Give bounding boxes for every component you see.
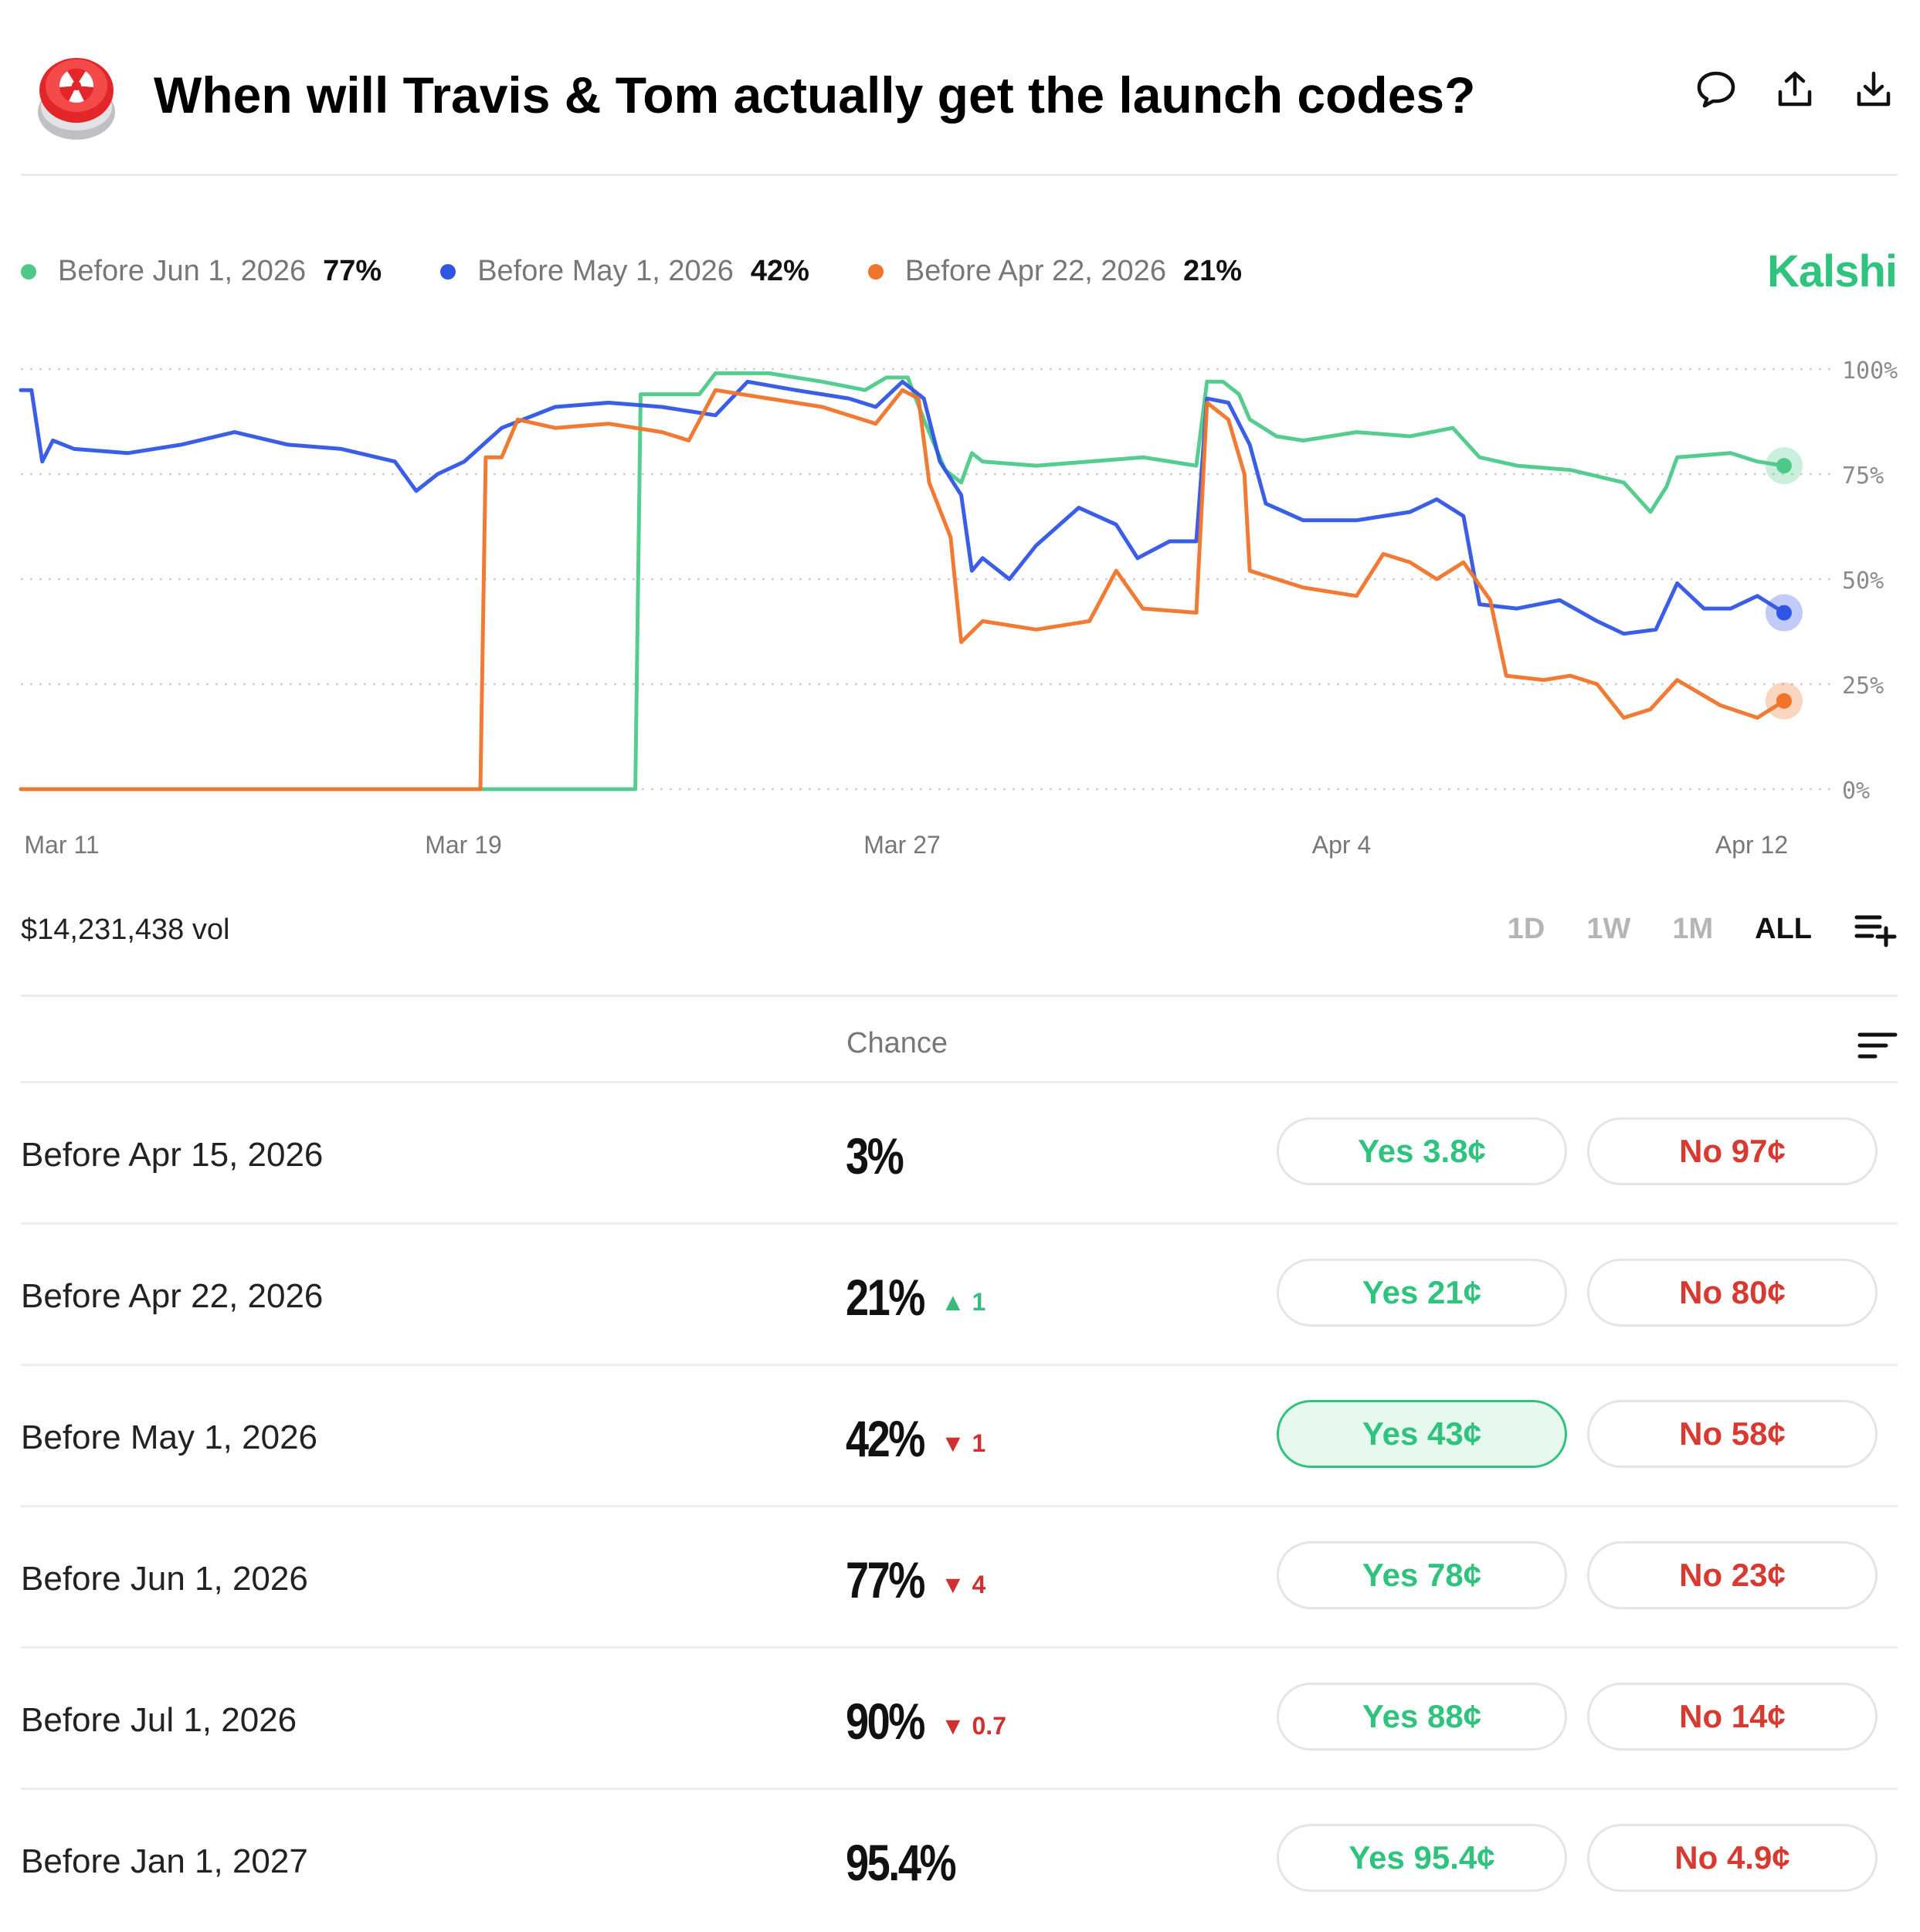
y-tick-label: 25% — [1842, 673, 1884, 700]
legend-value: 77% — [323, 255, 382, 287]
chance-value: 95.4% — [846, 1834, 957, 1891]
series-line[interactable] — [19, 388, 1786, 791]
chance-change: ▼ 0.7 — [940, 1712, 1006, 1740]
x-tick-label: Mar 19 — [425, 831, 502, 859]
comment-icon[interactable] — [1692, 66, 1740, 114]
outcome-label: Before Jul 1, 2026 — [21, 1701, 297, 1739]
series-line[interactable] — [19, 371, 1786, 791]
y-tick-label: 50% — [1842, 568, 1884, 595]
chance-value: 42% — [846, 1410, 925, 1467]
buy-no-button[interactable]: No 80¢ — [1587, 1259, 1878, 1327]
legend-dot — [867, 263, 884, 280]
series-end-point[interactable] — [1776, 605, 1792, 621]
market-title: When will Travis & Tom actually get the … — [154, 66, 1476, 124]
range-1m[interactable]: 1M — [1672, 912, 1714, 945]
header-divider — [21, 174, 1898, 176]
table-row[interactable]: Before Jun 1, 2026 77% ▼ 4 Yes 78¢ No 23¢ — [21, 1505, 1898, 1649]
range-1w[interactable]: 1W — [1586, 912, 1631, 945]
legend-label: Before May 1, 2026 — [477, 255, 734, 287]
buy-no-button[interactable]: No 58¢ — [1587, 1400, 1878, 1468]
download-icon[interactable] — [1850, 66, 1898, 114]
y-tick-label: 0% — [1842, 778, 1870, 805]
chance-change: ▲ 1 — [940, 1288, 986, 1316]
x-tick-label: Apr 12 — [1715, 831, 1788, 859]
price-history-chart[interactable]: 100% 75% 50% 25% 0% Mar 11 Mar 19 Mar 27 Apr 4 Ap… — [0, 340, 1920, 880]
chance-value: 90% — [846, 1693, 925, 1750]
outcome-label: Before Jun 1, 2026 — [21, 1560, 308, 1598]
buy-yes-button[interactable]: Yes 88¢ — [1277, 1683, 1567, 1751]
y-tick-label: 100% — [1842, 358, 1898, 385]
buy-yes-button[interactable]: Yes 95.4¢ — [1277, 1824, 1567, 1892]
buy-no-button[interactable]: No 23¢ — [1587, 1541, 1878, 1609]
buy-yes-button[interactable]: Yes 43¢ — [1277, 1400, 1567, 1468]
buy-yes-button[interactable]: Yes 3.8¢ — [1277, 1117, 1567, 1185]
range-1d[interactable]: 1D — [1507, 912, 1545, 945]
chance-change: ▼ 1 — [940, 1429, 986, 1457]
outcome-label: Before May 1, 2026 — [21, 1418, 318, 1456]
legend-label: Before Jun 1, 2026 — [58, 255, 307, 287]
market-header: When will Travis & Tom actually get the … — [21, 35, 1898, 181]
range-all[interactable]: ALL — [1755, 912, 1812, 945]
legend-item-apr22[interactable]: Before Apr 22, 2026 21% — [867, 255, 1243, 288]
table-row[interactable]: Before Apr 22, 2026 21% ▲ 1 Yes 21¢ No 80¢ — [21, 1222, 1898, 1367]
volume-label: $14,231,438 vol — [21, 913, 230, 946]
table-row[interactable]: Before Jul 1, 2026 90% ▼ 0.7 Yes 88¢ No 14¢ — [21, 1646, 1898, 1791]
x-tick-label: Mar 11 — [24, 831, 99, 859]
table-divider — [21, 995, 1898, 997]
buy-no-button[interactable]: No 4.9¢ — [1587, 1824, 1878, 1892]
share-icon[interactable] — [1771, 66, 1819, 114]
sort-icon[interactable] — [1855, 1027, 1900, 1064]
outcome-label: Before Jan 1, 2027 — [21, 1842, 308, 1880]
header-actions — [1692, 66, 1898, 114]
buy-yes-button[interactable]: Yes 21¢ — [1277, 1259, 1567, 1327]
chance-value: 3% — [846, 1127, 904, 1185]
table-row[interactable]: Before Apr 15, 2026 3% Yes 3.8¢ No 97¢ — [21, 1081, 1898, 1225]
y-tick-label: 75% — [1842, 463, 1884, 490]
brand-logo: Kalshi — [1766, 246, 1898, 297]
outcome-label: Before Apr 15, 2026 — [21, 1136, 324, 1174]
x-tick-label: Apr 4 — [1312, 831, 1371, 859]
buy-no-button[interactable]: No 14¢ — [1587, 1683, 1878, 1751]
legend-value: 42% — [750, 255, 809, 287]
series-end-point[interactable] — [1776, 693, 1792, 709]
buy-yes-button[interactable]: Yes 78¢ — [1277, 1541, 1567, 1609]
legend-item-jun[interactable]: Before Jun 1, 2026 77% — [21, 255, 382, 288]
outcome-label: Before Apr 22, 2026 — [21, 1277, 324, 1315]
x-tick-label: Mar 27 — [863, 831, 941, 859]
chance-change: ▼ 4 — [940, 1571, 986, 1598]
table-row[interactable]: Before May 1, 2026 42% ▼ 1 Yes 43¢ No 58¢ — [21, 1364, 1898, 1508]
chance-column-header: Chance — [846, 1027, 948, 1059]
legend-label: Before Apr 22, 2026 — [904, 255, 1166, 287]
legend-dot — [440, 263, 456, 280]
chance-value: 77% — [846, 1551, 925, 1608]
buy-no-button[interactable]: No 97¢ — [1587, 1117, 1878, 1185]
add-to-list-icon[interactable] — [1854, 910, 1897, 948]
chance-value: 21% — [846, 1269, 925, 1326]
legend-dot — [21, 263, 36, 280]
legend-value: 21% — [1182, 255, 1243, 287]
time-range-selector: 1D 1W 1M ALL — [1508, 910, 1897, 948]
series-line[interactable] — [19, 379, 1786, 636]
red-button-icon — [38, 58, 115, 140]
chart-legend: Before Jun 1, 2026 77% Before May 1, 202… — [21, 255, 1301, 288]
table-row[interactable]: Before Jan 1, 2027 95.4% Yes 95.4¢ No 4.9¢ — [21, 1788, 1898, 1932]
legend-item-may[interactable]: Before May 1, 2026 42% — [440, 255, 809, 288]
series-end-point[interactable] — [1776, 458, 1792, 474]
